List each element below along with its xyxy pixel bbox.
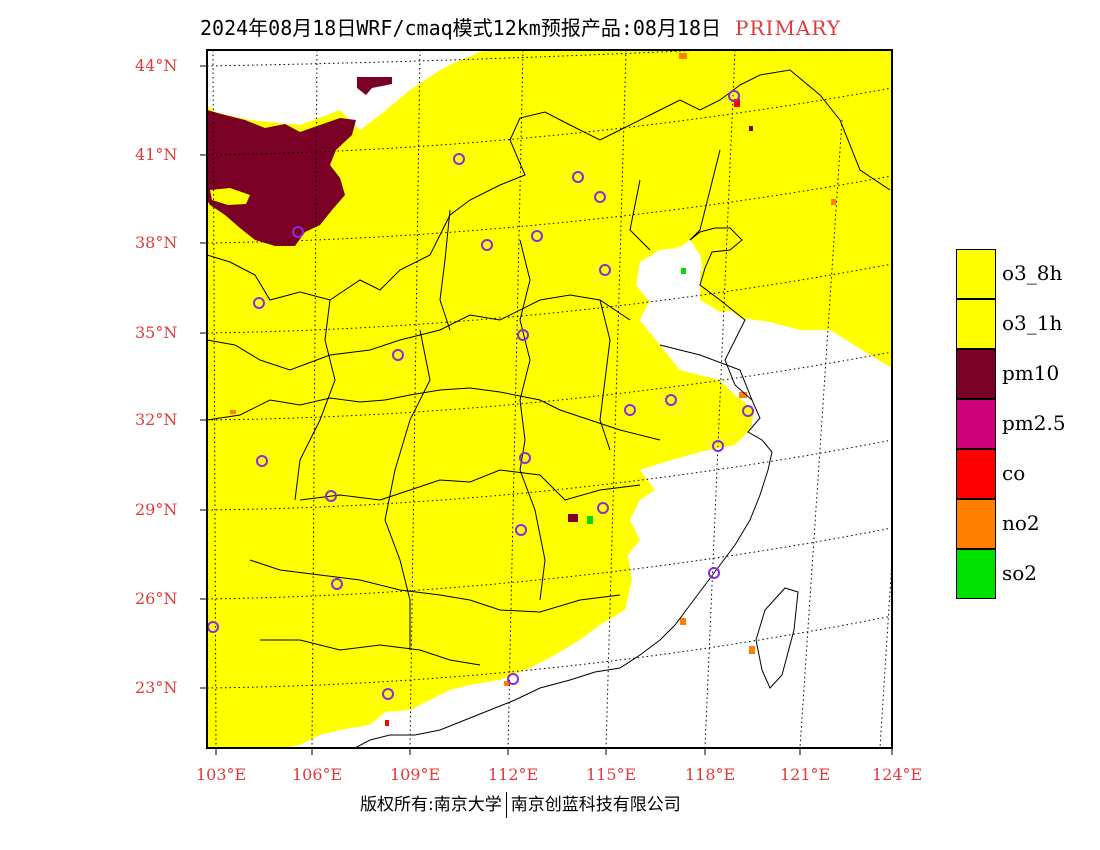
lon-label: 106°E xyxy=(292,765,343,784)
lon-label: 103°E xyxy=(196,765,247,784)
legend-swatch xyxy=(956,399,996,449)
legend-item-so2: so2 xyxy=(956,549,1100,599)
lat-label: 26°N xyxy=(135,589,178,608)
footer-divider xyxy=(505,792,507,818)
pm10-area xyxy=(207,110,356,246)
legend-item-o3-8h: o3_8h xyxy=(956,249,1100,299)
map-frame xyxy=(206,49,893,749)
legend-item-pm25: pm2.5 xyxy=(956,399,1100,449)
co-patch xyxy=(734,99,740,107)
legend-item-o3-1h: o3_1h xyxy=(956,299,1100,349)
lat-label: 38°N xyxy=(135,233,178,252)
station-markers xyxy=(207,90,754,700)
clean-northwest-area xyxy=(207,50,485,130)
clean-coastal-area xyxy=(285,240,892,748)
legend-swatch xyxy=(956,349,996,399)
axis-ticks xyxy=(200,65,893,755)
legend-label: o3_8h xyxy=(1002,261,1063,285)
legend-swatch xyxy=(956,449,996,499)
legend-label: so2 xyxy=(1002,561,1038,585)
legend-label: pm10 xyxy=(1002,361,1060,385)
title-text: 2024年08月18日WRF/cmaq模式12km预报产品:08月18日 xyxy=(200,16,722,40)
legend-swatch xyxy=(956,299,996,349)
so2-patch xyxy=(587,516,593,524)
lon-label: 112°E xyxy=(488,765,539,784)
lon-label: 118°E xyxy=(685,765,736,784)
lon-label: 115°E xyxy=(586,765,637,784)
copyright-left: 版权所有:南京大学 xyxy=(360,795,502,815)
legend-swatch xyxy=(956,249,996,299)
co-patch xyxy=(385,720,389,726)
bohai-sea xyxy=(636,246,698,300)
lat-label: 41°N xyxy=(135,145,178,164)
legend-swatch xyxy=(956,499,996,549)
pm10-hole xyxy=(210,188,250,205)
legend-label: no2 xyxy=(1002,511,1040,535)
legend-label: o3_1h xyxy=(1002,311,1063,335)
no2-patch xyxy=(749,646,755,654)
legend-item-pm10: pm10 xyxy=(956,349,1100,399)
pm10-patch xyxy=(568,514,578,522)
lat-label: 44°N xyxy=(135,56,178,75)
copyright-footer: 版权所有:南京大学 南京创蓝科技有限公司 xyxy=(360,790,681,818)
legend-label: pm2.5 xyxy=(1002,411,1066,435)
province-boundaries xyxy=(207,69,891,666)
primary-tag: PRIMARY xyxy=(735,16,842,40)
taiwan-island xyxy=(755,587,799,689)
no2-patch xyxy=(739,392,747,398)
lon-label: 109°E xyxy=(390,765,441,784)
lon-label: 124°E xyxy=(872,765,923,784)
lat-label: 29°N xyxy=(135,500,178,519)
copyright-right: 南京创蓝科技有限公司 xyxy=(510,795,681,815)
lat-label: 23°N xyxy=(135,678,178,697)
no2-patch xyxy=(679,53,687,59)
pm10-spot-north xyxy=(357,77,392,95)
legend-item-no2: no2 xyxy=(956,499,1100,549)
lat-label: 32°N xyxy=(135,410,178,429)
legend-swatch xyxy=(956,549,996,599)
legend-label: co xyxy=(1002,461,1026,485)
map-title: 2024年08月18日WRF/cmaq模式12km预报产品:08月18日 PRIM… xyxy=(200,12,841,41)
lon-label: 121°E xyxy=(780,765,831,784)
so2-patch xyxy=(681,268,686,274)
o3-primary-area xyxy=(207,50,892,748)
shandong-o3 xyxy=(700,270,740,312)
no2-patch xyxy=(680,618,686,625)
no2-patch xyxy=(504,681,510,686)
legend-item-co: co xyxy=(956,449,1100,499)
lat-label: 35°N xyxy=(135,323,178,342)
no2-patch xyxy=(230,410,236,414)
pm10-patch xyxy=(749,126,753,131)
no2-patch xyxy=(831,199,836,205)
coastline xyxy=(354,227,773,748)
